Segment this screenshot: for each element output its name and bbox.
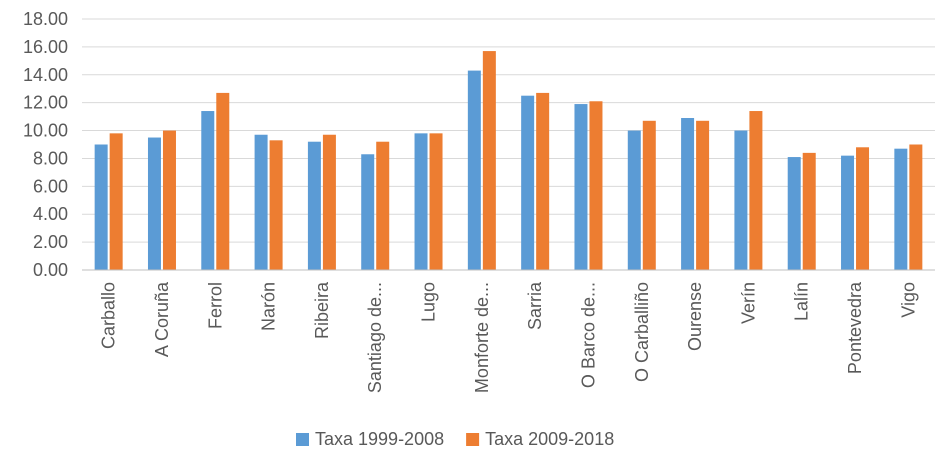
category-label: A Coruña (152, 281, 172, 357)
bar-series-1 (94, 144, 108, 270)
y-tick-label: 12.00 (23, 93, 68, 113)
bar-series-2 (749, 111, 763, 271)
bar-series-1 (521, 95, 535, 270)
legend: Taxa 1999-2008 Taxa 2009-2018 (296, 429, 614, 449)
category-label: Monforte de... (472, 282, 492, 393)
category-label: Sarria (525, 281, 545, 330)
bar-series-1 (841, 155, 855, 270)
category-label: Ourense (685, 282, 705, 351)
bar-series-1 (147, 137, 161, 270)
bar-series-1 (467, 70, 481, 270)
bar-series-1 (787, 157, 801, 270)
bar-series-1 (894, 148, 908, 270)
y-tick-label: 2.00 (33, 232, 68, 252)
bar-series-2 (109, 133, 123, 270)
bar-series-1 (307, 141, 321, 270)
category-label: Ferrol (205, 282, 225, 329)
bar-series-2 (642, 120, 656, 271)
bar-series-2 (589, 101, 603, 271)
category-label: Lalín (792, 282, 812, 321)
bars (94, 51, 923, 271)
category-label: Carballo (99, 282, 119, 349)
category-label: O Carballiño (632, 282, 652, 382)
bar-series-1 (414, 133, 428, 270)
category-label: Ribeira (312, 281, 332, 339)
bar-series-1 (627, 130, 641, 270)
bar-series-1 (361, 154, 375, 270)
bar-series-2 (322, 134, 336, 270)
bar-series-2 (376, 141, 390, 270)
y-tick-label: 16.00 (23, 37, 68, 57)
y-tick-label: 14.00 (23, 65, 68, 85)
bar-series-2 (856, 147, 870, 270)
legend-label: Taxa 1999-2008 (315, 429, 444, 449)
bar-series-2 (909, 144, 923, 270)
y-tick-label: 6.00 (33, 176, 68, 196)
bar-series-2 (429, 133, 443, 270)
bar-series-2 (269, 140, 283, 270)
category-label: Narón (259, 282, 279, 331)
bar-series-2 (482, 51, 496, 271)
y-tick-label: 4.00 (33, 204, 68, 224)
y-tick-label: 10.00 (23, 121, 68, 141)
axes: 0.00 2.00 4.00 6.00 8.00 10.00 12.00 14.00 16.00… (23, 9, 935, 393)
category-label: Lugo (419, 282, 439, 322)
y-tick-label: 18.00 (23, 9, 68, 29)
category-label: O Barco de... (578, 282, 598, 388)
bar-series-1 (254, 134, 268, 270)
bar-series-1 (201, 111, 215, 271)
legend-label: Taxa 2009-2018 (485, 429, 614, 449)
bar-series-1 (574, 104, 588, 270)
bar-series-2 (536, 92, 550, 271)
category-label: Santiago de... (365, 282, 385, 393)
bar-series-1 (734, 130, 748, 270)
bar-series-2 (802, 152, 816, 270)
bar-series-2 (696, 120, 710, 271)
legend-swatch (296, 433, 309, 446)
category-label: Vigo (898, 282, 918, 318)
bar-series-2 (162, 130, 176, 270)
y-tick-label: 0.00 (33, 260, 68, 280)
y-tick-label: 8.00 (33, 148, 68, 168)
bar-series-1 (681, 118, 695, 270)
bar-series-2 (216, 92, 230, 271)
category-label: Pontevedra (845, 281, 865, 374)
category-label: Verín (738, 282, 758, 324)
legend-swatch (466, 433, 480, 446)
